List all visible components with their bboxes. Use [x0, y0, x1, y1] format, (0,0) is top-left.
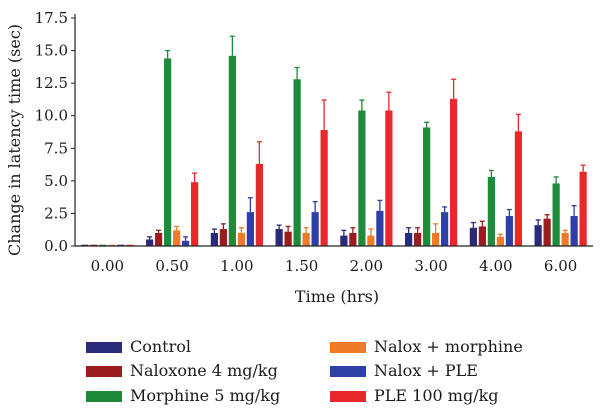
bar-3-2 — [164, 58, 172, 246]
x-tick-label-2: 0.50 — [155, 257, 188, 275]
bar-1-7 — [469, 227, 477, 246]
y-tick-label-1: 0.0 — [44, 237, 68, 255]
bar-3-1 — [99, 244, 107, 246]
bar-6-5 — [385, 110, 393, 246]
bar-5-8 — [570, 216, 578, 246]
bar-5-2 — [182, 240, 190, 246]
legend-label-3: Morphine 5 mg/kg — [130, 386, 280, 405]
x-tick-label-1: 0.00 — [91, 257, 124, 275]
bar-6-7 — [514, 131, 522, 246]
bar-1-6 — [405, 232, 413, 246]
bar-1-3 — [210, 232, 218, 246]
bars-layer — [81, 35, 587, 247]
bar-3-7 — [487, 176, 495, 246]
bar-6-3 — [255, 163, 263, 246]
bar-2-6 — [414, 232, 422, 246]
legend-label-2: Naloxone 4 mg/kg — [130, 361, 278, 380]
legend-swatch-3 — [86, 391, 122, 402]
legend-swatch-1 — [86, 342, 122, 353]
bar-5-4 — [311, 212, 319, 246]
y-tick-label-8: 17.5 — [35, 9, 68, 27]
bar-1-1 — [81, 244, 89, 246]
x-tick-label-4: 1.50 — [285, 257, 318, 275]
bar-1-4 — [275, 229, 283, 246]
bar-2-1 — [90, 244, 98, 246]
bar-1-2 — [146, 239, 154, 246]
bar-2-4 — [284, 231, 292, 246]
bar-1-5 — [340, 235, 348, 246]
x-tick-label-3: 1.00 — [220, 257, 253, 275]
bar-5-5 — [376, 210, 384, 246]
bar-4-1 — [108, 244, 116, 246]
bar-6-8 — [579, 171, 587, 246]
bar-2-5 — [349, 232, 357, 246]
bar-4-3 — [237, 232, 245, 246]
bar-1-8 — [534, 225, 542, 246]
legend-label-4: Nalox + morphine — [374, 337, 523, 356]
bar-5-1 — [117, 244, 125, 246]
bar-4-2 — [173, 230, 181, 246]
legend-label-6: PLE 100 mg/kg — [374, 386, 499, 405]
axes-layer: 0.0 2.5 5.0 7.5 10.0 12.5 15.0 17.5 0.00 0.50 1.00… — [35, 9, 593, 275]
x-tick-label-7: 4.00 — [479, 257, 512, 275]
bar-5-7 — [505, 216, 513, 246]
x-axis-label: Time (hrs) — [295, 287, 379, 306]
x-tick-label-8: 6.00 — [544, 257, 577, 275]
bar-4-7 — [496, 236, 504, 246]
legend-swatch-5 — [330, 366, 366, 377]
bar-4-5 — [367, 235, 375, 246]
bar-3-5 — [358, 110, 366, 246]
bar-3-8 — [552, 183, 560, 246]
y-tick-label-7: 15.0 — [35, 42, 68, 60]
legend-swatch-6 — [330, 391, 366, 402]
x-tick-label-6: 3.00 — [414, 257, 447, 275]
legend-swatch-4 — [330, 342, 366, 353]
y-tick-label-5: 10.0 — [35, 107, 68, 125]
bar-4-4 — [302, 232, 310, 246]
y-tick-label-3: 5.0 — [44, 172, 68, 190]
y-axis-label: Change in latency time (sec) — [5, 24, 24, 256]
bar-2-8 — [543, 218, 551, 246]
bar-6-4 — [320, 130, 328, 246]
y-tick-label-6: 12.5 — [35, 74, 68, 92]
legend-label-1: Control — [130, 337, 191, 356]
bar-4-8 — [561, 232, 569, 246]
bar-6-1 — [126, 244, 134, 246]
y-tick-label-4: 7.5 — [44, 139, 68, 157]
bar-2-3 — [219, 229, 227, 246]
legend-swatch-2 — [86, 366, 122, 377]
legend: Control Naloxone 4 mg/kg Morphine 5 mg/kg N… — [86, 337, 523, 405]
bar-3-3 — [228, 55, 236, 247]
bar-4-6 — [432, 232, 440, 246]
bar-6-6 — [450, 98, 458, 246]
bar-3-6 — [423, 127, 431, 246]
y-tick-label-2: 2.5 — [44, 204, 68, 222]
bar-5-3 — [246, 212, 254, 246]
bar-2-7 — [478, 226, 486, 246]
x-tick-label-5: 2.00 — [350, 257, 383, 275]
bar-2-2 — [155, 232, 163, 246]
legend-label-5: Nalox + PLE — [374, 361, 478, 380]
bar-5-6 — [441, 212, 449, 246]
bar-6-2 — [191, 182, 199, 246]
bar-3-4 — [293, 79, 301, 246]
